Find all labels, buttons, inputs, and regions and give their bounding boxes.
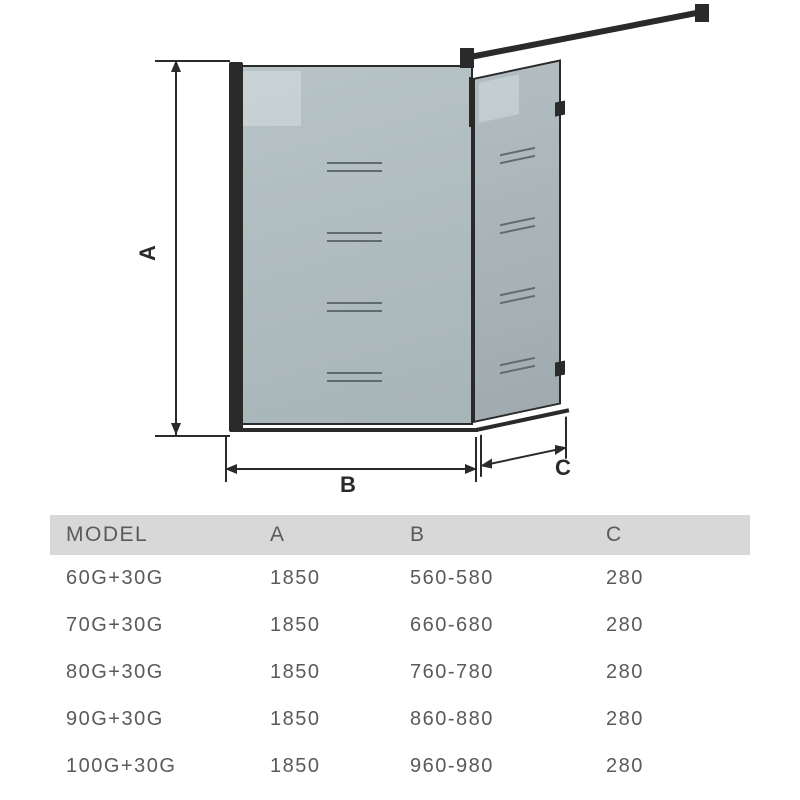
table-row: 60G+30G 1850 560-580 280	[50, 555, 750, 602]
dimB-label: B	[340, 472, 356, 498]
cell-model: 90G+30G	[50, 696, 260, 743]
spec-table: MODEL A B C 60G+30G 1850 560-580 280 70G…	[50, 515, 750, 790]
dimB-ext-r	[475, 437, 477, 482]
front-glass-panel	[235, 65, 473, 425]
cell-a: 1850	[260, 696, 400, 743]
side-glass-panel	[473, 59, 561, 423]
table-row: 90G+30G 1850 860-880 280	[50, 696, 750, 743]
col-header-a: A	[260, 515, 400, 555]
dimB-line	[225, 468, 477, 470]
dimC-label: C	[555, 455, 571, 481]
col-header-model: MODEL	[50, 515, 260, 555]
stabiliser-bar-bracket-r	[695, 4, 709, 22]
dimA-line	[175, 60, 177, 437]
cell-model: 60G+30G	[50, 555, 260, 602]
cell-model: 80G+30G	[50, 649, 260, 696]
cell-b: 560-580	[400, 555, 596, 602]
floor-edge-front	[230, 428, 478, 432]
cell-c: 280	[596, 743, 750, 790]
dimA-ext-top	[155, 60, 230, 62]
table-header-row: MODEL A B C	[50, 515, 750, 555]
dimB-arrow-r	[465, 464, 477, 474]
table-row: 80G+30G 1850 760-780 280	[50, 649, 750, 696]
cell-model: 70G+30G	[50, 602, 260, 649]
cell-model: 100G+30G	[50, 743, 260, 790]
cell-c: 280	[596, 649, 750, 696]
cell-c: 280	[596, 555, 750, 602]
dimB-arrow-l	[225, 464, 237, 474]
cell-b: 760-780	[400, 649, 596, 696]
col-header-c: C	[596, 515, 750, 555]
table-row: 70G+30G 1850 660-680 280	[50, 602, 750, 649]
stabiliser-bar-bracket-l	[460, 48, 474, 68]
cell-a: 1850	[260, 743, 400, 790]
cell-b: 960-980	[400, 743, 596, 790]
cell-a: 1850	[260, 555, 400, 602]
spec-table-area: MODEL A B C 60G+30G 1850 560-580 280 70G…	[50, 515, 750, 790]
cell-c: 280	[596, 696, 750, 743]
dimA-ext-bot	[155, 435, 230, 437]
dimA-arrow-top	[171, 60, 181, 72]
dimB-ext-l	[225, 437, 227, 482]
cell-a: 1850	[260, 649, 400, 696]
dimA-arrow-bot	[171, 423, 181, 435]
technical-diagram: A B C	[0, 0, 800, 500]
col-header-b: B	[400, 515, 596, 555]
cell-b: 660-680	[400, 602, 596, 649]
stabiliser-bar	[464, 8, 706, 61]
dimA-label: A	[135, 245, 161, 261]
table-row: 100G+30G 1850 960-980 280	[50, 743, 750, 790]
cell-c: 280	[596, 602, 750, 649]
cell-a: 1850	[260, 602, 400, 649]
cell-b: 860-880	[400, 696, 596, 743]
wall-profile	[229, 62, 243, 432]
